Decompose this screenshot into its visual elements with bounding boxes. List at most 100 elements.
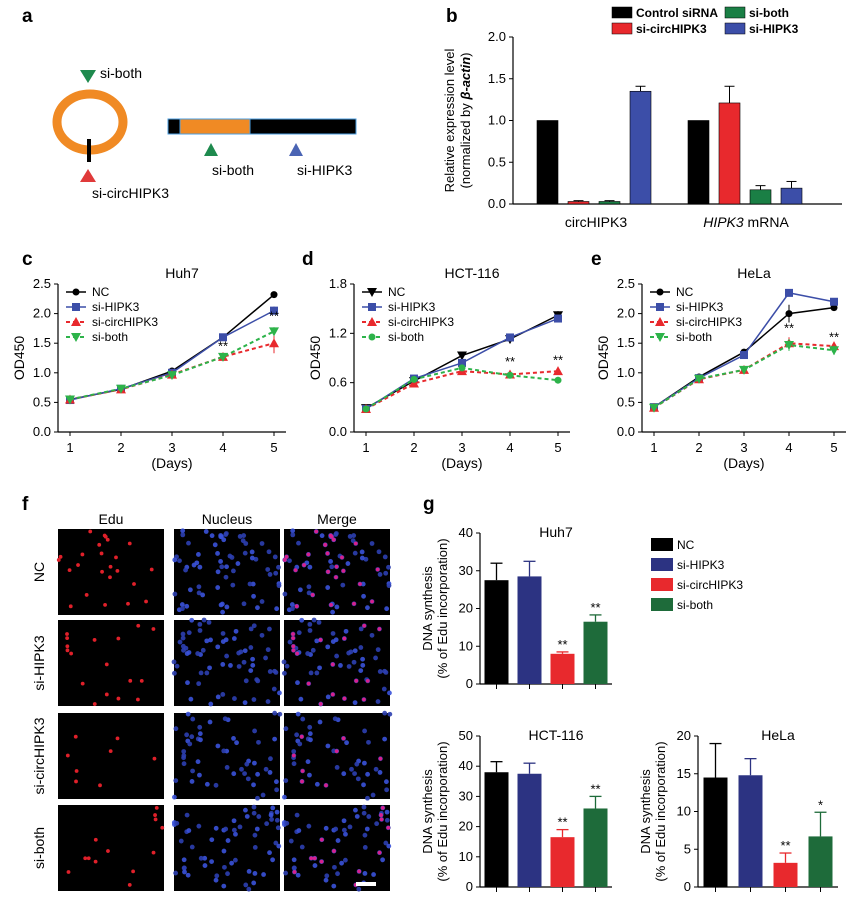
nucleus-dot xyxy=(196,584,202,590)
edu-dot xyxy=(319,837,324,842)
nucleus-dot xyxy=(252,832,258,838)
legend-label: si-HIPK3 xyxy=(676,300,724,314)
nucleus-dot xyxy=(277,690,282,696)
edu-dot xyxy=(132,582,136,586)
group-label: circHIPK3 xyxy=(565,214,627,230)
panel-label-c: c xyxy=(22,249,33,270)
legend-label: si-HIPK3 xyxy=(388,300,436,314)
edu-dot xyxy=(153,817,158,822)
nucleus-dot xyxy=(328,559,333,564)
nucleus-dot xyxy=(185,680,190,686)
data-point xyxy=(649,403,659,413)
edu-dot xyxy=(100,569,104,574)
nucleus-dot xyxy=(259,632,265,638)
nucleus-dot xyxy=(365,771,370,777)
x-tick-label: 4 xyxy=(219,440,226,455)
edu-dot xyxy=(334,575,338,580)
bar-chart-g-hct116: 0 10 20 30 40 50 HCT-116 DNA synthesis (% of Edu… xyxy=(420,727,612,894)
data-point xyxy=(554,376,562,384)
nucleus-dot xyxy=(186,540,191,546)
nucleus-dot xyxy=(276,843,282,849)
edu-dot xyxy=(386,825,391,830)
nucleus-dot xyxy=(251,804,257,810)
edu-dot xyxy=(306,552,311,557)
nucleus-dot xyxy=(204,781,210,787)
nucleus-dot xyxy=(231,568,236,574)
nucleus-dot xyxy=(324,873,330,879)
nucleus-dot xyxy=(291,749,297,754)
nucleus-dot xyxy=(298,696,304,702)
nucleus-dot xyxy=(272,736,278,742)
nucleus-dot xyxy=(377,770,383,775)
nucleus-dot xyxy=(299,617,305,623)
nucleus-dot xyxy=(381,686,387,692)
bar xyxy=(687,120,710,205)
nucleus-dot xyxy=(274,787,280,793)
edu-dot xyxy=(319,859,324,864)
edu-dot xyxy=(136,697,140,702)
legend-swatch xyxy=(611,22,633,35)
bar xyxy=(738,775,763,887)
chart-title: HCT-116 xyxy=(529,727,584,743)
legend-swatch xyxy=(724,6,746,19)
nucleus-dot xyxy=(332,716,338,722)
legend-label: si-both xyxy=(677,598,713,612)
nucleus-dot xyxy=(342,857,348,863)
significance-label: ** xyxy=(269,309,279,324)
nucleus-dot xyxy=(248,668,254,673)
column-label: Nucleus xyxy=(202,511,253,527)
legend-swatch xyxy=(651,538,673,551)
bar xyxy=(780,187,803,205)
bar xyxy=(517,773,542,887)
nucleus-dot xyxy=(334,604,340,610)
nucleus-dot xyxy=(206,619,212,625)
nucleus-dot xyxy=(181,761,187,767)
edu-dot xyxy=(102,533,107,538)
legend-swatch xyxy=(611,6,633,19)
y-tick-label: 30 xyxy=(459,788,473,803)
edu-dot xyxy=(352,601,356,606)
nucleus-dot xyxy=(362,832,368,838)
legend-label: si-HIPK3 xyxy=(92,300,140,314)
edu-dot xyxy=(65,644,70,649)
nucleus-dot xyxy=(314,781,320,787)
legend-marker xyxy=(72,288,80,296)
significance-label: ** xyxy=(829,329,839,344)
nucleus-dot xyxy=(213,877,219,883)
nucleus-dot xyxy=(254,826,260,832)
edu-dot xyxy=(318,638,323,642)
nucleus-dot xyxy=(178,838,184,844)
y-tick-label: 0.6 xyxy=(329,375,347,390)
bar xyxy=(583,808,608,887)
nucleus-dot xyxy=(242,700,248,706)
nucleus-dot xyxy=(194,560,200,566)
nucleus-dot xyxy=(242,771,247,776)
edu-dot xyxy=(332,849,336,853)
nucleus-dot xyxy=(220,662,226,667)
edu-dot xyxy=(342,636,347,641)
y-tick-label: 0.0 xyxy=(488,196,506,211)
nucleus-dot xyxy=(335,871,340,877)
nucleus-dot xyxy=(198,855,204,861)
nucleus-dot xyxy=(243,807,248,813)
edu-dot xyxy=(331,537,336,542)
nucleus-dot xyxy=(365,605,370,611)
nucleus-dot xyxy=(362,845,368,850)
y-axis-label: OD450 xyxy=(307,336,323,381)
y-tick-label: 0.0 xyxy=(617,424,635,439)
nucleus-dot xyxy=(203,529,209,534)
edu-dot xyxy=(105,537,110,542)
nucleus-dot xyxy=(196,823,202,829)
y-tick-label: 2.0 xyxy=(33,306,51,321)
nucleus-dot xyxy=(259,599,265,604)
nucleus-dot xyxy=(341,827,347,833)
x-tick-label: 4 xyxy=(506,440,513,455)
bar-chart-b: 0.0 0.5 1.0 1.5 2.0 Relative expression level… xyxy=(442,6,842,230)
nucleus-dot xyxy=(375,699,381,704)
nucleus-dot xyxy=(265,699,271,704)
nucleus-dot xyxy=(273,840,279,846)
si-circ-triangle-icon xyxy=(80,169,96,182)
edu-dot xyxy=(66,870,71,874)
edu-dot xyxy=(284,554,289,559)
nucleus-dot xyxy=(334,653,340,659)
